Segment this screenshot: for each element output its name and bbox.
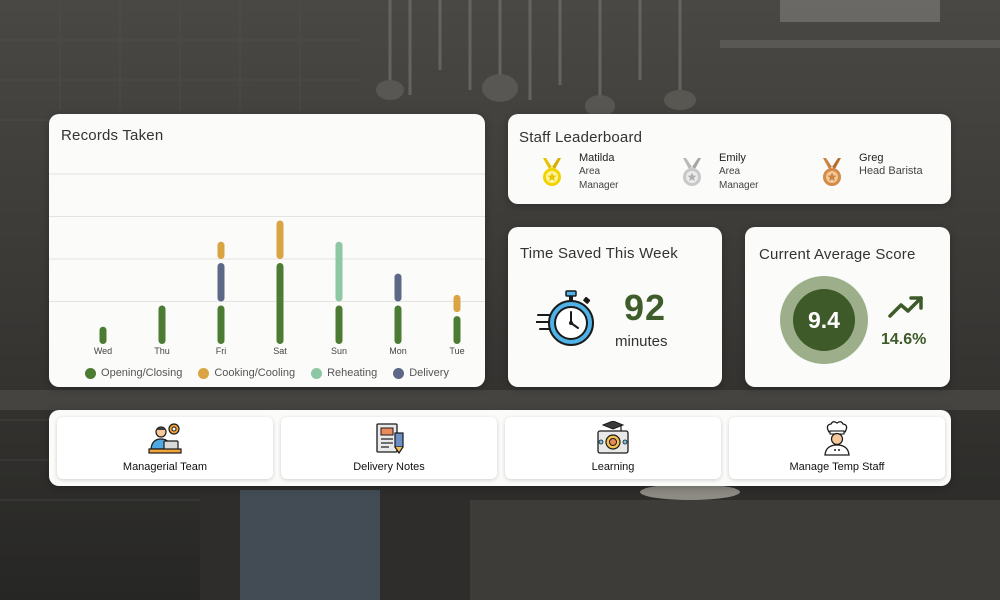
legend-label: Reheating <box>327 367 378 379</box>
x-tick-label: Sat <box>273 346 287 356</box>
x-tick-label: Mon <box>389 346 407 356</box>
managerial-team-button[interactable]: Managerial Team <box>57 417 273 479</box>
legend-dot <box>198 367 210 379</box>
bar-mon-opening-closing[interactable] <box>394 305 402 345</box>
records-title: Records Taken <box>61 127 164 144</box>
trending-up-icon <box>888 296 923 318</box>
records-chart: Wed Thu Fri Sat Sun Mon Tue <box>49 173 485 356</box>
legend-dot <box>311 367 323 379</box>
leaderboard-title: Staff Leaderboard <box>519 129 643 146</box>
score-value: 9.4 <box>793 289 855 351</box>
leaderboard-entry[interactable]: Emily Area Manager <box>679 152 758 192</box>
bar-sun-opening-closing[interactable] <box>335 305 343 345</box>
leader-role: Manager <box>719 180 759 191</box>
bar-sat-opening-closing[interactable] <box>276 263 284 344</box>
tile-label: Manage Temp Staff <box>789 461 885 473</box>
tile-label: Delivery Notes <box>353 461 425 473</box>
learning-icon <box>597 421 629 454</box>
score-trend-value: 14.6% <box>881 331 927 348</box>
legend-label: Opening/Closing <box>101 367 183 379</box>
legend-dot <box>85 367 97 379</box>
time-saved-value: 92 <box>624 287 667 328</box>
legend-dot <box>393 367 405 379</box>
silver-medal-icon <box>683 158 701 186</box>
manager-icon <box>148 423 182 454</box>
records-taken-card: Wed Thu Fri Sat Sun Mon Tue Records Taken Open… <box>49 114 485 387</box>
delivery-notes-icon <box>376 423 404 455</box>
legend-label: Cooking/Cooling <box>214 367 296 379</box>
x-tick-label: Sun <box>331 346 347 356</box>
x-tick-label: Fri <box>216 346 227 356</box>
chart-legend: Opening/Closing Cooking/Cooling Reheatin… <box>49 367 485 379</box>
learning-button[interactable]: Learning <box>505 417 721 479</box>
average-score-card: Current Average Score 9.4 14.6% <box>745 227 950 387</box>
x-tick-label: Tue <box>449 346 464 356</box>
legend-label: Delivery <box>409 367 449 379</box>
bar-wed-opening-closing[interactable] <box>99 326 107 344</box>
time-saved-title: Time Saved This Week <box>520 245 678 262</box>
score-title: Current Average Score <box>759 246 916 263</box>
leader-role: Head Barista <box>859 165 923 177</box>
legend-item-opening-closing: Opening/Closing <box>85 367 182 379</box>
leader-role: Manager <box>579 180 619 191</box>
delivery-notes-button[interactable]: Delivery Notes <box>281 417 497 479</box>
bar-thu-opening-closing[interactable] <box>158 305 166 345</box>
manage-temp-staff-button[interactable]: Manage Temp Staff <box>729 417 945 479</box>
leaderboard-entry[interactable]: Matilda Area Manager <box>539 152 618 192</box>
bar-fri-cooking-cooling[interactable] <box>217 241 225 259</box>
navigation-panel: Managerial Team Delivery Notes Learning <box>49 410 951 486</box>
leader-name: Matilda <box>579 152 615 164</box>
score-ring: 9.4 <box>780 276 868 364</box>
staff-leaderboard-card: Staff Leaderboard Matilda Area Manager E… <box>508 114 951 204</box>
tile-label: Learning <box>591 461 635 473</box>
legend-item-cooking-cooling: Cooking/Cooling <box>198 367 295 379</box>
x-tick-label: Wed <box>94 346 112 356</box>
tile-label: Managerial Team <box>122 461 208 473</box>
x-tick-label: Thu <box>154 346 170 356</box>
bar-fri-delivery[interactable] <box>217 263 225 302</box>
legend-item-delivery: Delivery <box>393 367 449 379</box>
bar-sat-cooking-cooling[interactable] <box>276 220 284 260</box>
time-saved-card: Time Saved This Week 92 minutes <box>508 227 722 387</box>
bronze-medal-icon <box>823 158 841 186</box>
legend-item-reheating: Reheating <box>311 367 377 379</box>
bar-tue-opening-closing[interactable] <box>453 316 461 344</box>
leader-name: Greg <box>859 152 884 164</box>
leader-role: Area <box>719 166 741 177</box>
chef-icon <box>824 421 850 456</box>
bar-mon-delivery[interactable] <box>394 273 402 302</box>
bar-sun-reheating[interactable] <box>335 241 343 302</box>
leader-role: Area <box>579 166 601 177</box>
leader-name: Emily <box>719 152 746 164</box>
time-saved-unit: minutes <box>615 333 668 350</box>
leaderboard-entry[interactable]: Greg Head Barista <box>819 152 923 188</box>
gold-medal-icon <box>543 158 561 186</box>
bar-fri-opening-closing[interactable] <box>217 305 225 345</box>
bar-tue-cooking-cooling[interactable] <box>453 294 461 313</box>
stopwatch-icon <box>536 290 594 346</box>
